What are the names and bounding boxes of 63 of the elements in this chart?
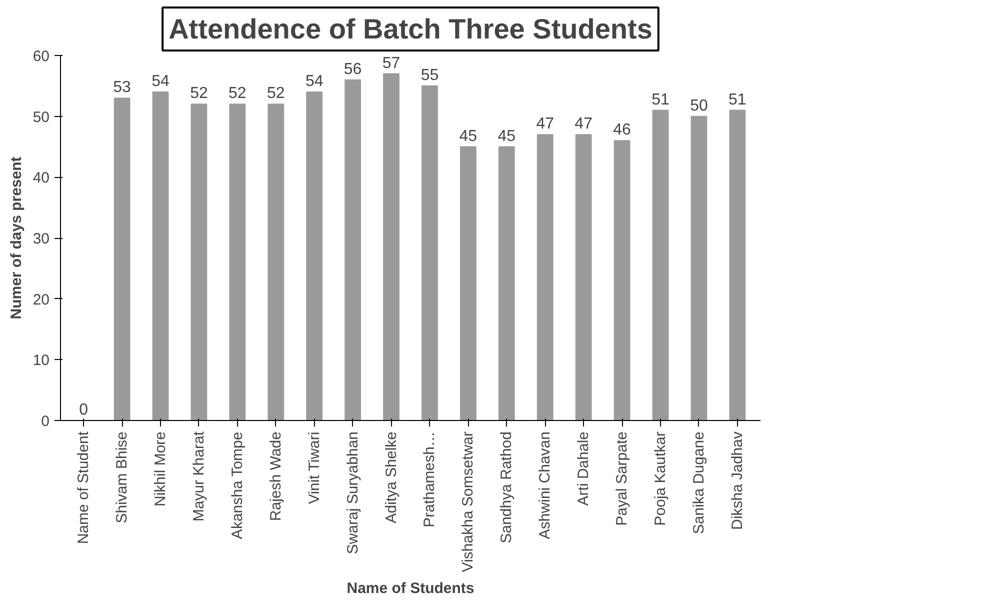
bar [383, 73, 400, 420]
data-label: 54 [152, 73, 170, 90]
bar [614, 140, 630, 420]
x-tick-label: Swaraj Suryabhan [344, 431, 362, 554]
bar [344, 79, 361, 420]
data-label: 50 [690, 97, 708, 114]
y-tick-label: 50 [32, 108, 50, 126]
x-tick-label: Rajesh Wade [267, 431, 284, 521]
data-label: 55 [420, 66, 439, 84]
x-tick-label: Mayur Kharat [190, 430, 208, 522]
data-label: 45 [498, 128, 516, 145]
x-tick-label: Aditya Shelke [382, 431, 400, 524]
x-tick-label: Arti Dahale [575, 432, 592, 506]
bar [652, 110, 669, 420]
x-tick-label: Pooja Kautkar [652, 431, 669, 526]
x-tick-label: Payal Sarpate [614, 431, 631, 526]
x-tick-label: Vinit Tiwari [306, 432, 323, 504]
data-label: 47 [536, 116, 554, 133]
data-label: 51 [728, 91, 746, 108]
x-axis-title: Name of Students [346, 580, 474, 598]
x-tick-label: Sanika Dugane [690, 432, 708, 534]
data-label: 53 [113, 79, 132, 96]
data-label: 52 [266, 85, 285, 102]
bar [575, 134, 592, 420]
bar [422, 85, 438, 420]
bar [460, 146, 476, 420]
bar [152, 92, 169, 420]
y-tick-label: 10 [32, 352, 50, 370]
y-axis-title: Numer of days present [8, 156, 25, 320]
x-tick-label: Nikhil More [152, 432, 169, 507]
data-label: 52 [228, 85, 246, 102]
bar [268, 104, 284, 420]
bar [498, 146, 515, 420]
bar [729, 110, 746, 420]
x-tick-label: Sandhya Rathod [498, 431, 516, 544]
data-label: 57 [382, 54, 400, 72]
data-label: 47 [574, 116, 593, 133]
bar [536, 134, 554, 420]
y-tick-label: 20 [32, 291, 50, 308]
data-label: 54 [305, 73, 324, 90]
x-tick-label: Vishakha Somsetwar [460, 431, 477, 572]
data-label: 45 [459, 128, 478, 145]
data-label: 0 [79, 402, 88, 418]
x-tick-label: Shivam Bhise [114, 431, 131, 524]
data-label: 52 [190, 85, 208, 102]
bar [229, 104, 246, 420]
data-label: 51 [652, 91, 670, 108]
bar [114, 98, 130, 420]
y-tick-label: 0 [41, 413, 50, 430]
chart-title: Attendence of Batch Three Students [168, 14, 652, 44]
y-tick-label: 30 [32, 230, 50, 248]
data-label: 56 [344, 60, 362, 78]
x-tick-label: Ashwini Chavan [536, 431, 554, 540]
bar [690, 116, 708, 420]
bar [306, 92, 323, 420]
x-tick-label: Prathamesh… [421, 432, 438, 528]
x-tick-label: Name of Student [75, 430, 92, 544]
y-tick-label: 40 [32, 170, 50, 187]
y-tick-label: 60 [32, 48, 50, 65]
x-tick-label: Diksha Jadhav [728, 431, 746, 530]
x-tick-label: Akansha Tompe [228, 432, 246, 540]
data-label: 46 [613, 122, 632, 139]
bar [190, 104, 208, 420]
